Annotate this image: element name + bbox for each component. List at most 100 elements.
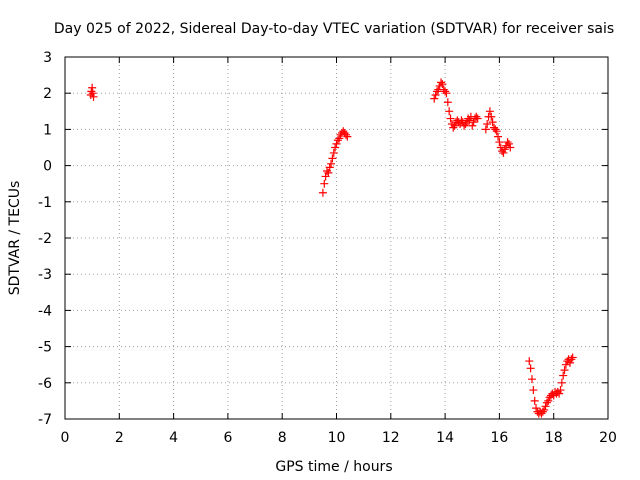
data-point [465, 116, 474, 125]
data-point [438, 80, 447, 89]
data-point [496, 143, 505, 152]
y-tick-label: -5 [38, 340, 52, 356]
data-point [449, 123, 458, 132]
chart-title: Day 025 of 2022, Sidereal Day-to-day VTE… [54, 21, 614, 37]
data-point [88, 89, 97, 98]
data-point [320, 179, 329, 188]
data-point [565, 358, 574, 367]
data-point [532, 404, 541, 413]
x-tick-label: 20 [599, 430, 617, 446]
data-point [324, 168, 333, 177]
data-point [525, 357, 534, 366]
y-tick-label: -7 [38, 412, 52, 428]
data-point [468, 121, 477, 130]
y-tick-label: 2 [43, 86, 52, 102]
data-point [327, 159, 336, 168]
data-point [441, 87, 450, 96]
data-point [469, 118, 478, 127]
data-point [568, 353, 577, 362]
data-point [333, 136, 342, 145]
y-tick-label: -3 [38, 267, 52, 283]
data-point [555, 389, 564, 398]
axis-ticks [64, 56, 609, 420]
data-points [86, 78, 577, 418]
x-tick-label: 8 [278, 430, 287, 446]
data-point [318, 188, 327, 197]
x-tick-label: 2 [115, 430, 124, 446]
data-point [329, 148, 338, 157]
data-point [442, 89, 451, 98]
x-tick-label: 16 [490, 430, 508, 446]
y-tick-labels: 3 2 1 0 -1 -2 -3 -4 -5 -6 -7 [38, 50, 52, 428]
data-point [561, 360, 570, 369]
data-point [500, 145, 509, 154]
data-point [483, 119, 492, 128]
data-point [325, 163, 334, 172]
data-point [559, 371, 568, 380]
data-point [567, 355, 576, 364]
data-point [437, 78, 446, 87]
y-tick-label: 3 [43, 50, 52, 66]
data-point [89, 92, 98, 101]
data-point [544, 396, 553, 405]
data-point [526, 364, 535, 373]
data-point [450, 121, 459, 130]
x-tick-label: 10 [328, 430, 346, 446]
data-point [446, 114, 455, 123]
y-tick-label: -6 [38, 376, 52, 392]
data-point [494, 132, 503, 141]
data-point [492, 127, 501, 136]
x-axis-label: GPS time / hours [275, 459, 392, 475]
data-point [342, 130, 351, 139]
data-point [487, 112, 496, 121]
y-tick-label: -4 [38, 303, 52, 319]
data-point [560, 366, 569, 375]
data-point [499, 148, 508, 157]
data-point [331, 143, 340, 152]
data-point [491, 125, 500, 134]
data-point [527, 375, 536, 384]
data-point [473, 114, 482, 123]
data-point [506, 143, 515, 152]
data-point [538, 407, 547, 416]
x-tick-label: 14 [436, 430, 454, 446]
data-point [430, 94, 439, 103]
x-tick-label: 18 [545, 430, 563, 446]
y-axis-label: SDTVAR / TECUs [7, 181, 23, 296]
data-point [431, 91, 440, 100]
data-point [503, 138, 512, 147]
data-point [472, 112, 481, 121]
data-point [432, 87, 441, 96]
x-tick-labels: 0 2 4 6 8 10 12 14 16 18 20 [61, 430, 617, 446]
data-point [481, 125, 490, 134]
x-tick-label: 6 [223, 430, 232, 446]
data-point [495, 138, 504, 147]
data-point [445, 107, 454, 116]
data-point [443, 98, 452, 107]
y-tick-label: 1 [43, 122, 52, 138]
data-point [530, 396, 539, 405]
data-point [488, 118, 497, 127]
y-tick-label: -1 [38, 195, 52, 211]
y-tick-label: -2 [38, 231, 52, 247]
data-point [541, 402, 550, 411]
y-tick-label: 0 [43, 159, 52, 175]
data-point [529, 386, 538, 395]
data-point [328, 154, 337, 163]
data-point [457, 116, 466, 125]
data-point [332, 139, 341, 148]
x-tick-label: 12 [382, 430, 400, 446]
data-point [335, 134, 344, 143]
data-point [343, 132, 352, 141]
data-point [485, 107, 494, 116]
x-tick-label: 4 [169, 430, 178, 446]
grid [65, 57, 608, 419]
x-tick-label: 0 [61, 430, 70, 446]
data-point [504, 139, 513, 148]
data-point [540, 405, 549, 414]
data-point [556, 386, 565, 395]
data-point [542, 398, 551, 407]
data-point [87, 87, 96, 96]
data-point [557, 378, 566, 387]
